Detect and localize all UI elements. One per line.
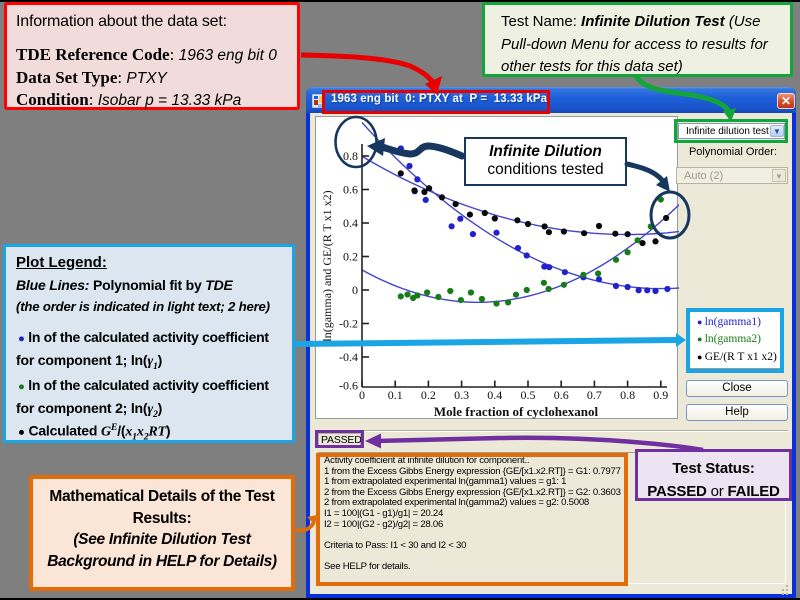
svg-text:0.4: 0.4 <box>487 388 502 402</box>
svg-text:-0.4: -0.4 <box>339 350 358 364</box>
svg-text:ln(gamma) and GE/(R T x1 x2): ln(gamma) and GE/(R T x1 x2) <box>320 190 334 341</box>
svg-text:0: 0 <box>352 283 358 297</box>
svg-text:0.6: 0.6 <box>343 183 358 197</box>
svg-text:0.1: 0.1 <box>388 388 403 402</box>
svg-text:0.4: 0.4 <box>343 216 358 230</box>
svg-text:0.8: 0.8 <box>343 149 358 163</box>
svg-text:0.2: 0.2 <box>421 388 436 402</box>
svg-text:0.7: 0.7 <box>587 388 602 402</box>
svg-text:0.8: 0.8 <box>620 388 635 402</box>
svg-text:Mole fraction of cyclohexanol: Mole fraction of cyclohexanol <box>434 404 599 419</box>
svg-text:-0.2: -0.2 <box>339 317 358 331</box>
svg-text:-0.6: -0.6 <box>339 379 358 393</box>
svg-text:0.5: 0.5 <box>521 388 536 402</box>
svg-text:0: 0 <box>359 388 365 402</box>
svg-text:0.3: 0.3 <box>454 388 469 402</box>
svg-text:0.2: 0.2 <box>343 250 358 264</box>
svg-text:0.9: 0.9 <box>653 388 668 402</box>
svg-text:0.6: 0.6 <box>554 388 569 402</box>
